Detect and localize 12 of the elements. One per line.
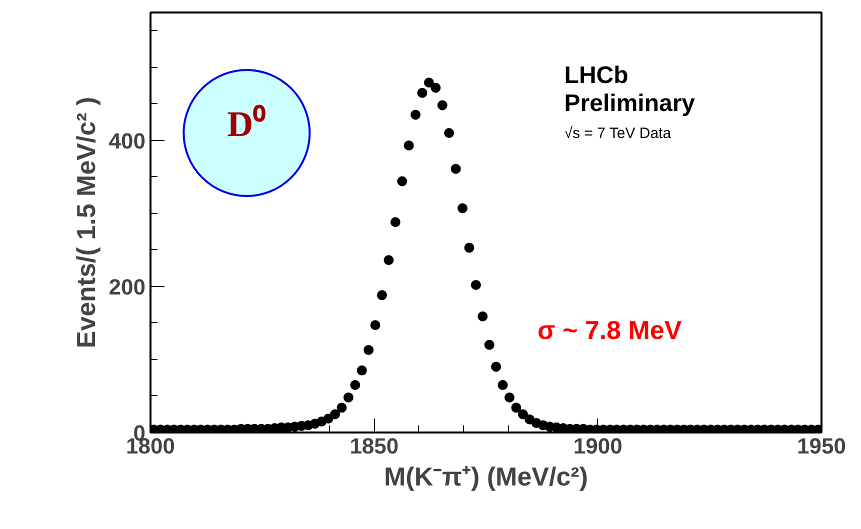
annotation: σ ~ 7.8 MeV (537, 314, 682, 345)
y-tick-label: 200 (108, 274, 146, 300)
x-axis-title: M(K⁻π⁺) (MeV/c²) (384, 462, 588, 492)
x-tick-label: 1950 (797, 434, 846, 458)
x-tick-label: 1900 (573, 434, 622, 458)
x-tick-label: 1850 (350, 434, 399, 458)
y-tick-label: 400 (108, 128, 146, 154)
annotation: √s = 7 TeV Data (564, 124, 672, 142)
annotation: D⁰ (227, 104, 266, 144)
y-axis-title: Events/( 1.5 MeV/c² ) (70, 96, 101, 348)
annotation: Preliminary (564, 90, 696, 117)
annotation: LHCb (564, 62, 628, 90)
